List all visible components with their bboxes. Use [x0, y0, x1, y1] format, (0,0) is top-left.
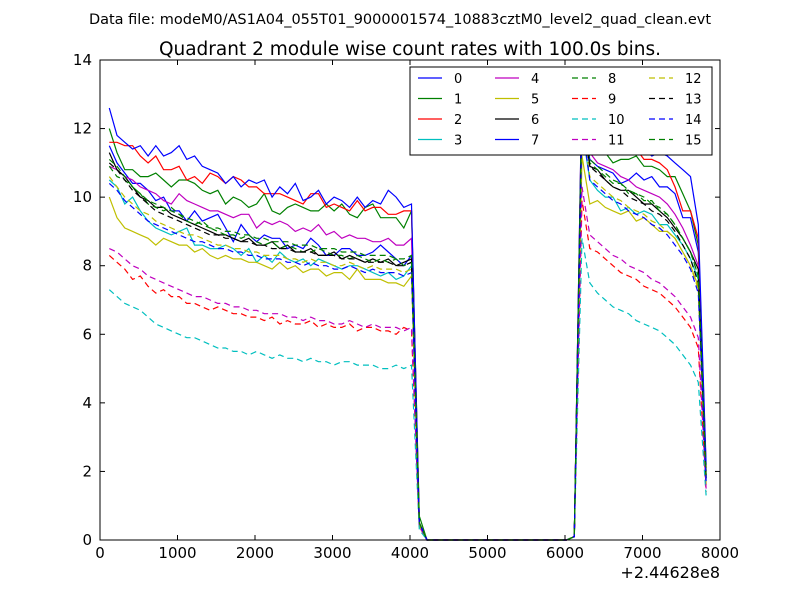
series-line-11	[109, 186, 707, 541]
x-tick-label: 8000	[701, 544, 739, 562]
x-tick-label: 1000	[158, 544, 196, 562]
series-line-9	[108, 200, 707, 541]
series-line-8	[108, 97, 707, 541]
legend-label-11: 11	[608, 134, 625, 149]
chart-title: Quadrant 2 module wise count rates with …	[159, 39, 661, 60]
series-line-4	[109, 101, 707, 541]
series-line-0	[108, 114, 707, 541]
legend-label-6: 6	[531, 113, 539, 128]
series-line-14	[108, 121, 707, 541]
series-line-1	[108, 90, 707, 541]
legend-label-5: 5	[531, 93, 539, 108]
series-line-3	[108, 128, 707, 541]
y-tick-label: 14	[73, 51, 92, 69]
plot-lines	[108, 80, 707, 541]
series-line-15	[108, 97, 707, 541]
series-line-10	[108, 238, 707, 541]
x-tick-label: 7000	[623, 544, 661, 562]
x-tick-label: 6000	[546, 544, 584, 562]
legend-label-13: 13	[685, 93, 702, 108]
legend-label-0: 0	[454, 72, 462, 87]
y-tick-label: 8	[82, 257, 92, 275]
legend-label-7: 7	[531, 134, 539, 149]
chart-suptitle: Data file: modeM0/AS1A04_055T01_90000015…	[89, 12, 711, 28]
y-tick-label: 12	[73, 120, 92, 138]
legend-label-1: 1	[454, 93, 462, 108]
legend-label-8: 8	[608, 72, 616, 87]
y-tick-label: 2	[82, 462, 92, 480]
legend-label-3: 3	[454, 134, 462, 149]
axis-ticks: 0 1000 2000 3000 4000 5000 6000 7000 80000246810…	[73, 51, 739, 562]
series-line-5	[108, 155, 707, 541]
legend-label-10: 10	[608, 113, 625, 128]
x-tick-label: 5000	[468, 544, 506, 562]
legend-box	[409, 66, 713, 156]
legend-label-12: 12	[685, 72, 702, 87]
y-tick-label: 0	[82, 531, 92, 549]
y-tick-label: 10	[73, 188, 92, 206]
legend-label-15: 15	[685, 134, 702, 149]
series-line-12	[108, 118, 707, 541]
y-tick-label: 6	[82, 325, 92, 343]
legend-label-4: 4	[531, 72, 539, 87]
x-tick-label: 2000	[236, 544, 274, 562]
legend-label-2: 2	[454, 113, 462, 128]
x-tick-label: 4000	[391, 544, 429, 562]
x-tick-label: 0	[95, 544, 105, 562]
series-line-13	[108, 104, 707, 541]
legend-label-9: 9	[608, 93, 616, 108]
series-line-6	[108, 111, 707, 541]
y-tick-label: 4	[82, 394, 92, 412]
x-axis-offset-label: +2.44628e8	[620, 563, 720, 582]
x-tick-label: 3000	[313, 544, 351, 562]
legend-label-14: 14	[685, 113, 702, 128]
